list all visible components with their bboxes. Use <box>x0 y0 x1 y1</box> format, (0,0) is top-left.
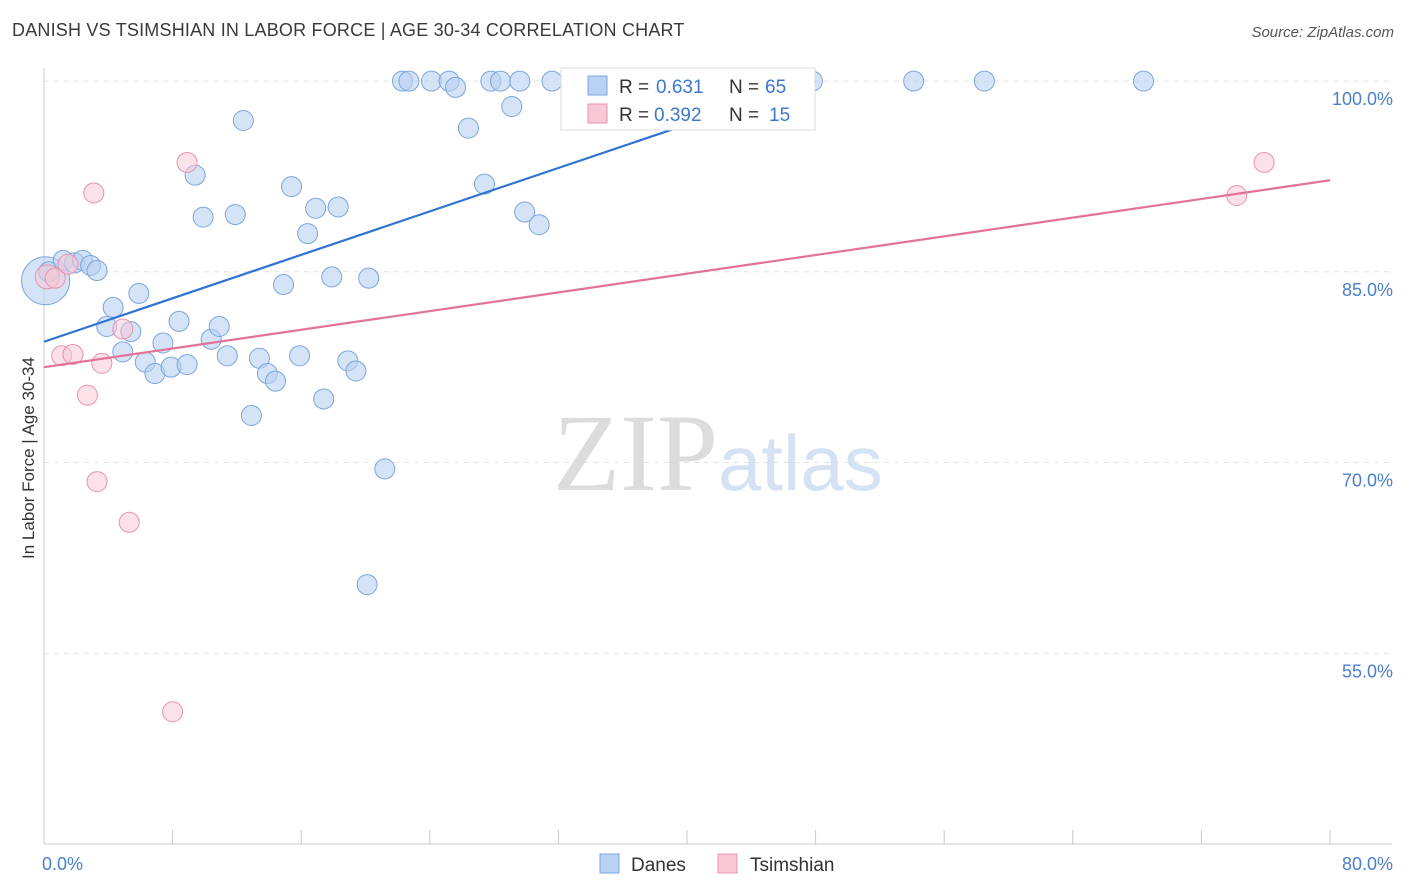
danes-point-53 <box>514 201 536 223</box>
danes-r-value: 0.631 <box>656 77 704 98</box>
tsimshian-point-10 <box>118 511 140 533</box>
danes-point-46 <box>445 76 467 98</box>
watermark-zip: ZIP <box>553 392 718 514</box>
danes-r-label: R = <box>619 77 649 98</box>
series-legend: Danes Tsimshian <box>599 853 834 876</box>
danes-point-51 <box>501 96 523 118</box>
danes-n-value: 65 <box>765 77 786 98</box>
danes-point-55 <box>541 70 563 92</box>
danes-point-17 <box>176 354 198 376</box>
danes-point-43 <box>398 70 420 92</box>
tsimshian-points <box>34 151 1275 723</box>
danes-point-21 <box>208 315 230 337</box>
tsimshian-point-9 <box>112 318 134 340</box>
tsimshian-trend-line <box>43 179 1331 369</box>
danes-point-30 <box>281 176 303 198</box>
danes-point-41 <box>374 458 396 480</box>
danes-point-6 <box>86 260 108 282</box>
y-tick-label-2: 70.0% <box>1342 471 1393 491</box>
tsimshian-point-8 <box>91 352 113 374</box>
tsimshian-point-11 <box>162 701 184 723</box>
danes-point-16 <box>168 310 190 332</box>
x-tick-labels: 0.0% 80.0% <box>42 854 1393 874</box>
danes-point-36 <box>327 196 349 218</box>
tsimshian-bottom-swatch <box>717 853 738 874</box>
danes-point-32 <box>297 223 319 245</box>
danes-point-50 <box>490 70 512 92</box>
tsimshian-point-3 <box>57 253 79 275</box>
danes-point-22 <box>216 345 238 367</box>
danes-point-35 <box>321 266 343 288</box>
danes-point-34 <box>313 388 335 410</box>
danes-point-33 <box>305 197 327 219</box>
danes-point-29 <box>273 274 295 296</box>
x-tick-label-1: 80.0% <box>1342 854 1393 874</box>
danes-point-19 <box>192 206 214 228</box>
tsimshian-point-12 <box>176 151 198 173</box>
danes-point-9 <box>112 341 134 363</box>
watermark: ZIP atlas <box>553 392 883 514</box>
danes-points <box>21 70 1155 596</box>
danes-point-39 <box>358 267 380 289</box>
danes-point-25 <box>240 404 262 426</box>
danes-legend-swatch <box>587 75 608 96</box>
danes-point-23 <box>224 204 246 226</box>
danes-point-44 <box>420 70 442 92</box>
danes-point-54 <box>528 214 550 236</box>
danes-point-47 <box>457 117 479 139</box>
danes-point-52 <box>509 70 531 92</box>
tsimshian-n-value: 15 <box>769 105 790 126</box>
tsimshian-legend-swatch <box>587 103 608 124</box>
tsimshian-n-label: N = <box>729 105 759 126</box>
danes-bottom-label: Danes <box>631 855 686 876</box>
danes-point-40 <box>356 574 378 596</box>
danes-point-28 <box>264 370 286 392</box>
tsimshian-r-label: R = <box>619 105 649 126</box>
danes-point-8 <box>102 296 124 318</box>
watermark-atlas: atlas <box>718 419 883 507</box>
danes-point-64 <box>1133 70 1155 92</box>
y-axis-label: In Labor Force | Age 30-34 <box>19 357 38 559</box>
tsimshian-point-14 <box>1253 151 1275 173</box>
danes-point-62 <box>903 70 925 92</box>
danes-point-38 <box>345 360 367 382</box>
tsimshian-r-value: 0.392 <box>654 105 702 126</box>
danes-n-label: N = <box>729 77 759 98</box>
y-tick-label-1: 85.0% <box>1342 280 1393 300</box>
source-credit: Source: ZipAtlas.com <box>1251 24 1394 41</box>
danes-point-63 <box>973 70 995 92</box>
danes-bottom-swatch <box>599 853 620 874</box>
tsimshian-point-6 <box>83 182 105 204</box>
x-tick-label-0: 0.0% <box>42 854 83 874</box>
tsimshian-point-1 <box>44 267 66 289</box>
axes <box>43 68 1392 845</box>
danes-point-24 <box>232 109 254 131</box>
tsimshian-bottom-label: Tsimshian <box>750 855 834 876</box>
danes-point-14 <box>152 332 174 354</box>
stats-legend: R = 0.631 N = 65 R = 0.392 N = 15 <box>560 67 816 131</box>
y-tick-label-3: 55.0% <box>1342 661 1393 681</box>
tsimshian-point-7 <box>86 471 108 493</box>
y-tick-label-0: 100.0% <box>1332 89 1393 109</box>
danes-point-31 <box>289 345 311 367</box>
gridlines <box>44 80 1392 654</box>
chart-title: DANISH VS TSIMSHIAN IN LABOR FORCE | AGE… <box>12 20 685 40</box>
tsimshian-point-5 <box>76 384 98 406</box>
y-tick-labels: 100.0% 85.0% 70.0% 55.0% <box>1332 89 1393 681</box>
danes-point-11 <box>128 282 150 304</box>
tsimshian-point-4 <box>62 343 84 365</box>
